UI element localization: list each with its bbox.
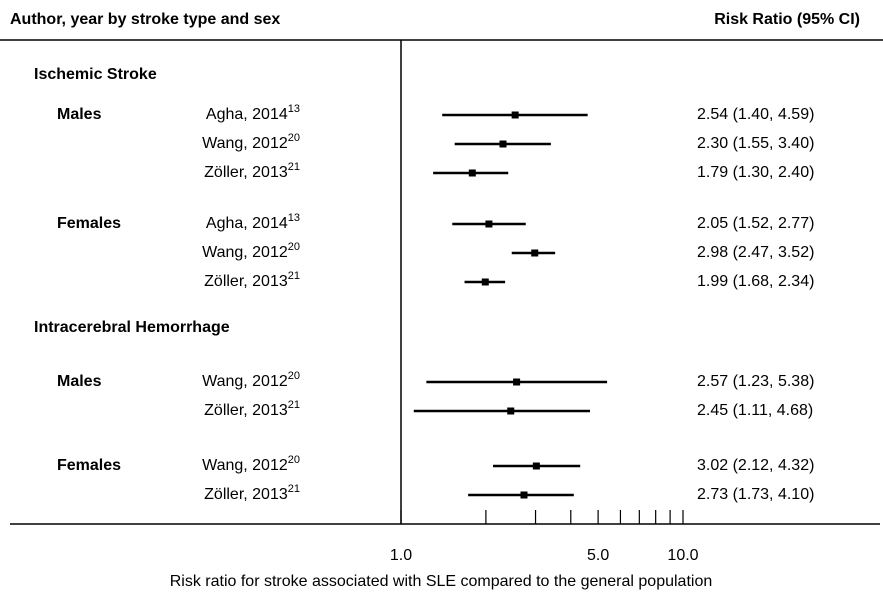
point-estimate [468,169,476,177]
study-author: Zöller, 2013 [204,273,288,290]
study-label: Wang, 201220 [202,454,300,474]
study-label: Zöller, 201321 [204,161,300,181]
value-label: 3.02 (2.12, 4.32) [697,457,814,474]
study-label: Zöller, 201321 [204,270,300,290]
x-axis-title: Risk ratio for stroke associated with SL… [170,573,713,590]
study-author: Wang, 2012 [202,373,288,390]
value-label: 1.99 (1.68, 2.34) [697,273,814,290]
point-estimate [532,462,540,470]
study-ref: 21 [288,399,300,411]
study-author: Agha, 2014 [206,106,288,123]
value-label: 1.79 (1.30, 2.40) [697,164,814,181]
point-estimate [531,249,539,257]
study-label: Wang, 201220 [202,241,300,261]
study-ref: 20 [288,241,300,253]
subgroup-label: Females [57,215,121,232]
value-label: 2.54 (1.40, 4.59) [697,106,814,123]
study-label: Wang, 201220 [202,370,300,390]
value-label: 2.05 (1.52, 2.77) [697,215,814,232]
value-label: 2.73 (1.73, 4.10) [697,486,814,503]
left-header: Author, year by stroke type and sex [10,11,280,28]
point-estimate [513,378,521,386]
study-ref: 13 [288,103,300,115]
study-author: Wang, 2012 [202,135,288,152]
study-label: Agha, 201413 [206,103,300,123]
subgroup-label: Males [57,106,102,123]
point-estimate [520,491,528,499]
study-ref: 21 [288,483,300,495]
value-label: 2.30 (1.55, 3.40) [697,135,814,152]
subgroup-label: Females [57,457,121,474]
study-ref: 20 [288,132,300,144]
study-author: Zöller, 2013 [204,164,288,181]
study-ref: 13 [288,212,300,224]
study-label: Zöller, 201321 [204,399,300,419]
point-estimate [507,407,515,415]
study-label: Wang, 201220 [202,132,300,152]
value-label: 2.57 (1.23, 5.38) [697,373,814,390]
group-heading: Ischemic Stroke [34,66,157,83]
study-label: Zöller, 201321 [204,483,300,503]
group-heading: Intracerebral Hemorrhage [34,319,230,336]
study-author: Agha, 2014 [206,215,288,232]
value-label: 2.98 (2.47, 3.52) [697,244,814,261]
point-estimate [485,220,493,228]
x-tick-label: 10.0 [667,547,698,564]
subgroup-label: Males [57,373,102,390]
study-author: Zöller, 2013 [204,486,288,503]
study-author: Wang, 2012 [202,244,288,261]
study-ref: 21 [288,161,300,173]
point-estimate [499,140,507,148]
study-ref: 21 [288,270,300,282]
x-tick-label: 5.0 [587,547,609,564]
study-ref: 20 [288,370,300,382]
right-header: Risk Ratio (95% CI) [714,11,860,28]
point-estimate [481,278,489,286]
study-author: Zöller, 2013 [204,402,288,419]
study-author: Wang, 2012 [202,457,288,474]
point-estimate [511,111,519,119]
study-label: Agha, 201413 [206,212,300,232]
x-tick-label: 1.0 [390,547,412,564]
study-ref: 20 [288,454,300,466]
value-label: 2.45 (1.11, 4.68) [697,402,813,419]
